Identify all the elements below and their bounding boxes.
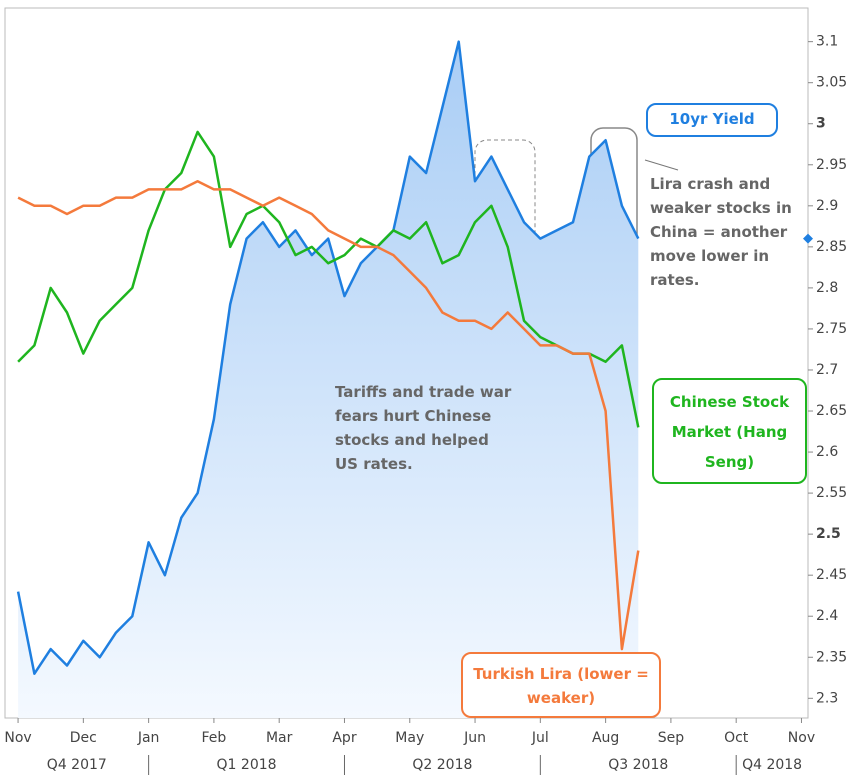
x-tick-label: Oct xyxy=(724,730,749,746)
area-fill xyxy=(18,41,639,718)
x-tick-label: Mar xyxy=(266,730,293,746)
legend-green: Chinese Stock Market (Hang Seng) xyxy=(652,378,807,484)
series-line xyxy=(16,40,640,675)
annotation: Lira crash and weaker stocks in China = … xyxy=(650,175,792,289)
quarter-label: Q4 2017 xyxy=(47,757,107,773)
y-tick-label: 2.4 xyxy=(816,608,838,624)
quarter-label: Q3 2018 xyxy=(608,757,668,773)
quarter-label: Q2 2018 xyxy=(412,757,472,773)
x-tick-label: Nov xyxy=(4,730,31,746)
y-tick-label: 2.9 xyxy=(816,198,838,214)
y-tick-label: 3.1 xyxy=(816,34,838,50)
y-tick-label: 2.55 xyxy=(816,485,847,501)
x-tick-label: Jan xyxy=(137,730,160,746)
y-tick-label: 2.35 xyxy=(816,649,847,665)
y-tick-label: 2.5 xyxy=(816,526,841,542)
x-tick-label: Aug xyxy=(592,730,619,746)
y-tick-label: 2.65 xyxy=(816,403,847,419)
legend-orange: Turkish Lira (lower = weaker) xyxy=(461,652,661,718)
y-tick-label: 3 xyxy=(816,116,826,132)
x-tick-label: Nov xyxy=(788,730,815,746)
y-tick-label: 3.05 xyxy=(816,75,847,91)
series-line xyxy=(17,179,640,651)
quarter-label: Q1 2018 xyxy=(217,757,277,773)
x-tick-label: Feb xyxy=(202,730,227,746)
y-tick-label: 2.6 xyxy=(816,444,838,460)
last-value-marker xyxy=(803,233,813,244)
y-tick-label: 2.85 xyxy=(816,239,847,255)
x-tick-label: May xyxy=(395,730,424,746)
y-tick-label: 2.7 xyxy=(816,362,838,378)
x-tick-label: Dec xyxy=(70,730,97,746)
x-tick-label: Jul xyxy=(531,730,549,746)
arrow xyxy=(644,159,679,171)
x-tick-label: Apr xyxy=(332,730,356,746)
x-tick-label: Jun xyxy=(463,730,486,746)
y-tick-label: 2.8 xyxy=(816,280,838,296)
y-tick-label: 2.75 xyxy=(816,321,847,337)
y-tick-label: 2.95 xyxy=(816,157,847,173)
quarter-label: Q4 2018 xyxy=(742,757,802,773)
annotation: Tariffs and trade war fears hurt Chinese… xyxy=(335,383,512,473)
y-tick-label: 2.3 xyxy=(816,690,838,706)
x-tick-label: Sep xyxy=(658,730,685,746)
y-tick-label: 2.45 xyxy=(816,567,847,583)
series-line xyxy=(17,130,640,428)
legend-blue: 10yr Yield xyxy=(646,103,778,137)
